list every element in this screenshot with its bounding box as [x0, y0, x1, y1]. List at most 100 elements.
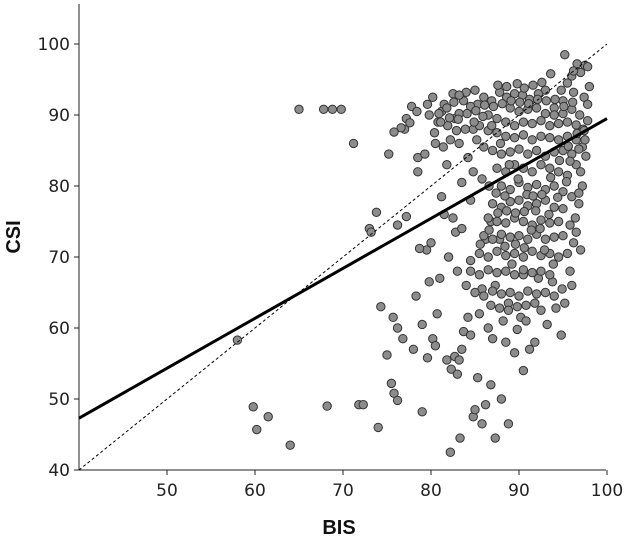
data-point [505, 147, 515, 157]
data-point [430, 341, 441, 351]
data-point [446, 364, 456, 374]
data-point [428, 92, 438, 102]
data-point [558, 186, 568, 197]
data-point [408, 344, 419, 354]
data-point [478, 111, 488, 122]
data-point [518, 130, 529, 140]
data-point [483, 323, 493, 333]
data-point [436, 191, 447, 202]
data-point [398, 333, 408, 344]
data-point [449, 97, 459, 107]
data-point [523, 149, 533, 159]
y-tick-label: 50 [48, 390, 70, 410]
data-point [549, 202, 559, 213]
data-point [509, 248, 520, 259]
data-point [471, 106, 481, 116]
data-point [492, 163, 502, 173]
data-point [468, 167, 478, 177]
data-point [453, 114, 463, 124]
data-point [472, 135, 482, 145]
data-point [565, 156, 575, 166]
data-point [455, 433, 465, 443]
data-point [515, 97, 525, 107]
y-tick-label: 100 [38, 35, 70, 55]
data-point [540, 234, 551, 244]
data-point [358, 399, 368, 410]
data-point [537, 77, 547, 88]
data-point [389, 127, 399, 137]
data-point [487, 120, 497, 131]
y-axis-title: CSI [3, 220, 25, 253]
data-point [531, 103, 542, 113]
data-point [424, 110, 434, 120]
data-point [417, 407, 427, 417]
data-point [545, 172, 556, 183]
data-point [263, 412, 273, 422]
data-point [526, 225, 537, 235]
data-point [551, 303, 561, 313]
data-point [496, 149, 507, 159]
data-point [519, 83, 529, 93]
x-tick-label: 100 [591, 481, 623, 501]
data-point [575, 110, 585, 120]
data-point [505, 232, 515, 242]
data-point [392, 220, 403, 230]
data-point [545, 133, 555, 143]
data-point [512, 79, 522, 89]
data-point [494, 303, 505, 313]
data-point [424, 277, 434, 287]
data-point [460, 124, 471, 134]
data-point [417, 319, 427, 330]
data-point [496, 289, 507, 299]
data-point [493, 80, 503, 90]
data-point [432, 309, 442, 319]
data-point [527, 135, 537, 145]
data-point [549, 291, 559, 301]
data-point [463, 312, 473, 323]
data-point [542, 319, 552, 330]
data-point [530, 298, 540, 308]
data-point [510, 208, 521, 218]
data-point [553, 135, 564, 145]
data-point [545, 120, 555, 131]
data-point [562, 78, 573, 88]
data-point [527, 246, 537, 257]
regression-line [78, 117, 608, 420]
data-point [560, 298, 570, 308]
data-point [487, 333, 498, 344]
data-point [541, 96, 551, 106]
data-point [492, 267, 502, 278]
y-tick-label: 60 [48, 319, 70, 339]
data-point [430, 138, 441, 149]
data-point [448, 213, 458, 223]
data-point [553, 252, 564, 262]
x-tick-label: 70 [332, 481, 354, 501]
data-point [452, 266, 463, 276]
data-point [536, 215, 546, 225]
data-point [470, 85, 480, 95]
data-point [452, 369, 463, 379]
data-point [486, 300, 496, 310]
data-point [477, 419, 487, 429]
data-point [531, 145, 542, 156]
data-point [553, 167, 564, 177]
data-point [413, 167, 423, 177]
data-point [507, 259, 517, 269]
data-point [582, 115, 593, 126]
data-point [376, 302, 386, 312]
data-point [528, 80, 538, 90]
data-point [496, 181, 507, 191]
data-point [501, 81, 512, 92]
data-point [422, 353, 433, 363]
data-point [553, 118, 564, 129]
data-point [521, 316, 531, 326]
data-point [336, 104, 346, 115]
data-point [483, 213, 493, 223]
data-point [487, 234, 498, 244]
data-point [519, 243, 529, 253]
data-point [568, 87, 579, 97]
data-point [582, 62, 593, 72]
data-point [474, 270, 485, 280]
data-point [487, 145, 498, 156]
